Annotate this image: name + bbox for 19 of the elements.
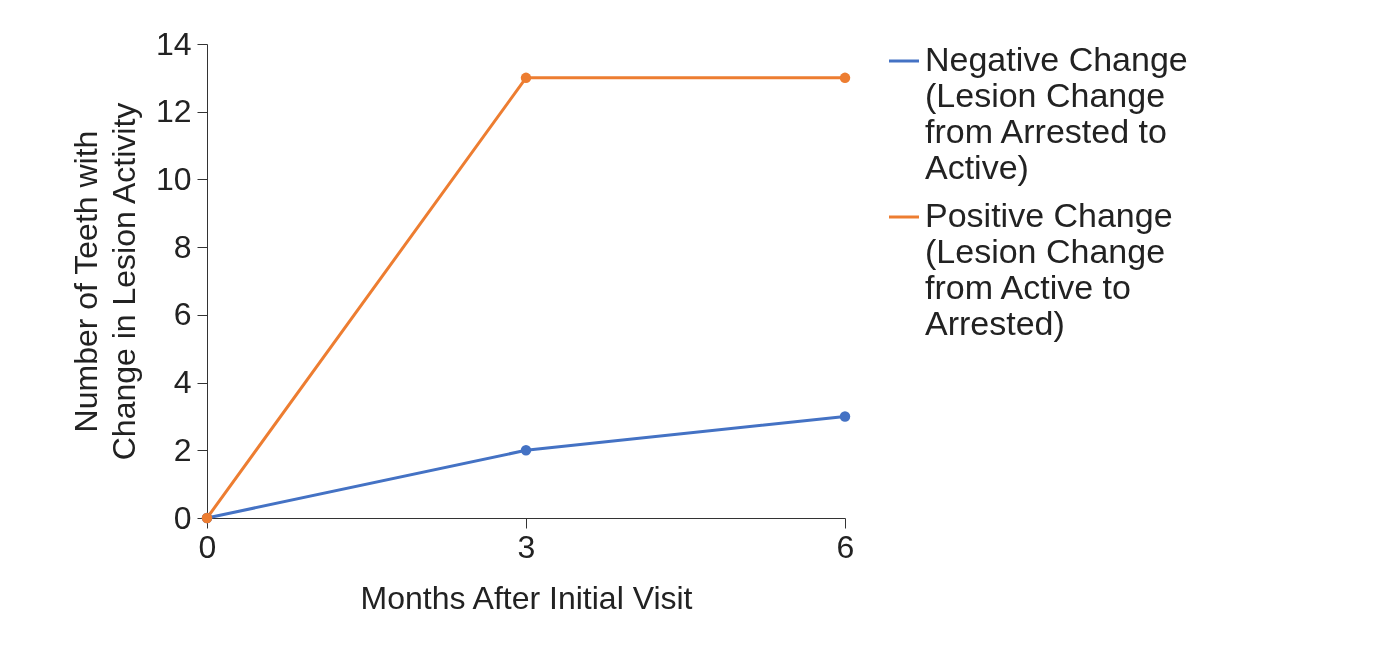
x-tick-label: 6 — [836, 528, 855, 565]
y-axis-title: Number of Teeth with Change in Lesion Activity — [67, 102, 142, 461]
y-tick-label: 14 — [155, 25, 192, 62]
y-tick-label: 6 — [173, 296, 192, 333]
y-tick-label: 0 — [173, 499, 192, 536]
point — [520, 445, 532, 456]
y-tick-label: 8 — [173, 228, 192, 265]
y-tick-label: 2 — [173, 431, 192, 468]
legend-label: Negative Change (Lesion Change from Arrested to Active) — [925, 40, 1188, 186]
y-tick-label: 4 — [173, 364, 192, 401]
point — [839, 411, 851, 422]
x-tick-label: 0 — [198, 528, 217, 565]
legend-label: Positive Change (Lesion Change from Active to Arrested) — [925, 196, 1173, 342]
x-axis-title: Months After Initial Visit — [360, 579, 693, 616]
x-tick-label: 3 — [517, 528, 536, 565]
y-tick-label: 10 — [155, 160, 192, 197]
point — [520, 72, 532, 84]
point — [839, 72, 851, 84]
y-tick-label: 12 — [155, 93, 192, 130]
